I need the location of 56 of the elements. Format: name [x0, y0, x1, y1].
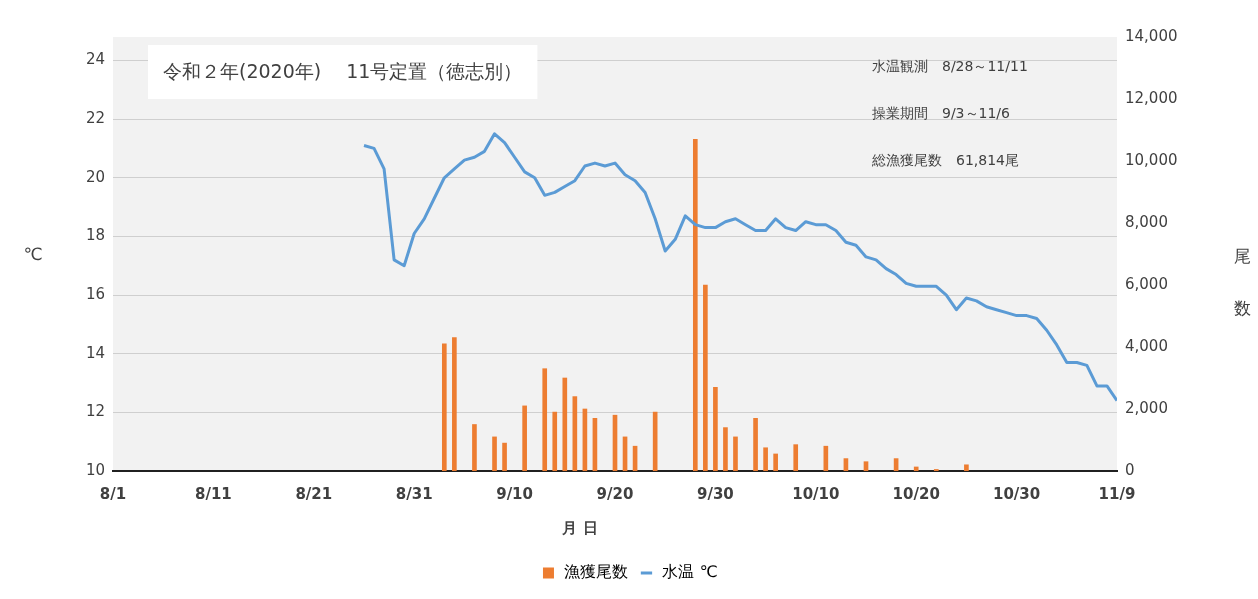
- bar: [793, 444, 799, 471]
- y-tick-label: 12: [85, 402, 105, 421]
- bar: [552, 411, 558, 471]
- bar: [441, 343, 447, 471]
- bar: [773, 453, 778, 471]
- x-tick-label: 9/20: [596, 484, 634, 503]
- x-tick-label: 10/20: [892, 484, 940, 503]
- x-tick-label: 9/30: [697, 484, 734, 503]
- bar: [472, 424, 477, 471]
- bar: [913, 466, 919, 471]
- x-tick-label: 8/1: [99, 484, 127, 503]
- y-tick-label: 20: [85, 167, 105, 186]
- x-tick-label: 10/10: [792, 484, 840, 503]
- y2-tick-label: 6,000: [1125, 274, 1168, 293]
- y2-tick-label: 4,000: [1125, 336, 1168, 355]
- y-tick-label: 14: [85, 343, 105, 362]
- bar: [753, 417, 758, 471]
- bar: [492, 436, 497, 471]
- bar: [723, 427, 728, 471]
- legend-label: 漁獲尾数: [564, 562, 629, 582]
- x-tick-label: 8/21: [295, 484, 333, 503]
- bar: [452, 337, 457, 471]
- x-tick-label: 10/30: [992, 484, 1041, 503]
- y2-tick-label: 14,000: [1125, 26, 1178, 45]
- text: 尾数: [1233, 246, 1251, 319]
- y2-tick-label: 12,000: [1125, 88, 1178, 107]
- x-tick-label: 9/10: [496, 484, 533, 503]
- y-tick-label: 10: [85, 460, 105, 479]
- legend-label: 水温 ℃: [662, 562, 718, 582]
- y-axis-title: ℃: [23, 244, 43, 265]
- bar: [522, 405, 527, 471]
- y2-tick-label: 0: [1125, 460, 1135, 479]
- y2-tick-label: 2,000: [1125, 398, 1168, 417]
- x-tick-label: 8/31: [395, 484, 433, 503]
- bar: [502, 442, 507, 471]
- x-tick-label: 8/11: [195, 484, 232, 503]
- y-tick-label: 24: [85, 50, 105, 69]
- y2-tick-label: 8,000: [1125, 212, 1168, 231]
- bar: [562, 377, 568, 471]
- y-tick-label: 16: [85, 284, 105, 303]
- annotation: 総漁獲尾数 61,814尾: [871, 151, 1019, 168]
- bar: [713, 386, 718, 471]
- x-tick-label: 11/9: [1098, 484, 1136, 503]
- y2-tick-label: 10,000: [1125, 150, 1178, 169]
- bar: [964, 464, 969, 471]
- bar: [692, 138, 698, 471]
- y-tick-label: 22: [85, 109, 105, 127]
- bar: [703, 284, 708, 471]
- annotation: 操業期間 9/3～11/6: [872, 104, 1011, 121]
- annotation: 水温観測 8/28～11/11: [872, 57, 1028, 74]
- x-axis-title: 月 日: [561, 518, 598, 537]
- bar: [763, 447, 768, 471]
- bar: [733, 436, 738, 471]
- text: 令和２年(2020年) 11号定置（徳志別）: [163, 59, 523, 82]
- y-tick-label: 18: [85, 226, 105, 245]
- bar: [542, 368, 548, 471]
